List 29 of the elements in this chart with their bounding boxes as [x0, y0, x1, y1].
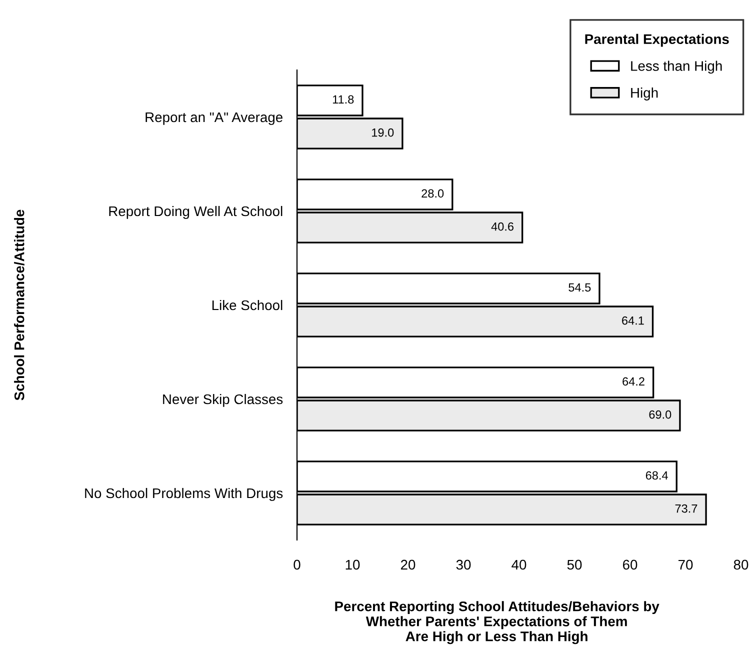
x-tick-label: 20 — [400, 560, 416, 570]
y-tick-label: No School Problems With Drugs — [85, 488, 283, 501]
y-axis-title: School Performance/Attitude — [14, 210, 24, 400]
data-label: 19.0 — [372, 128, 394, 137]
x-tick-label: 40 — [512, 560, 526, 570]
legend-label: High — [631, 88, 658, 100]
x-tick-label: 70 — [678, 560, 693, 570]
data-label: 28.0 — [422, 189, 444, 198]
y-tick-label: Like School — [212, 300, 282, 310]
data-label: 54.5 — [568, 283, 591, 292]
data-label: 64.1 — [622, 316, 644, 325]
data-label: 64.2 — [622, 377, 644, 386]
y-tick-label: Report an "A" Average — [146, 112, 282, 125]
data-label: 69.0 — [649, 410, 672, 419]
y-tick-label: Never Skip Classes — [163, 394, 283, 407]
x-tick-label: 50 — [567, 560, 582, 570]
y-tick-label: Report Doing Well At School — [109, 206, 282, 219]
data-label: 40.6 — [491, 222, 514, 231]
x-tick-label: 80 — [734, 560, 748, 570]
data-label: 68.4 — [646, 471, 668, 480]
legend-label: Less than High — [631, 60, 722, 74]
data-label: 73.7 — [675, 504, 698, 513]
x-tick-label: 10 — [346, 560, 360, 570]
x-tick-label: 60 — [622, 560, 638, 570]
data-label: 11.8 — [332, 95, 354, 104]
x-tick-label: 0 — [294, 560, 300, 570]
x-tick-label: 30 — [456, 560, 471, 570]
legend-title: Parental Expectations — [585, 34, 729, 47]
x-axis-title: Percent Reporting School Attitudes/Behaviors by Whether Parents' Expectations of Them Are High or Less Than High — [335, 601, 660, 644]
